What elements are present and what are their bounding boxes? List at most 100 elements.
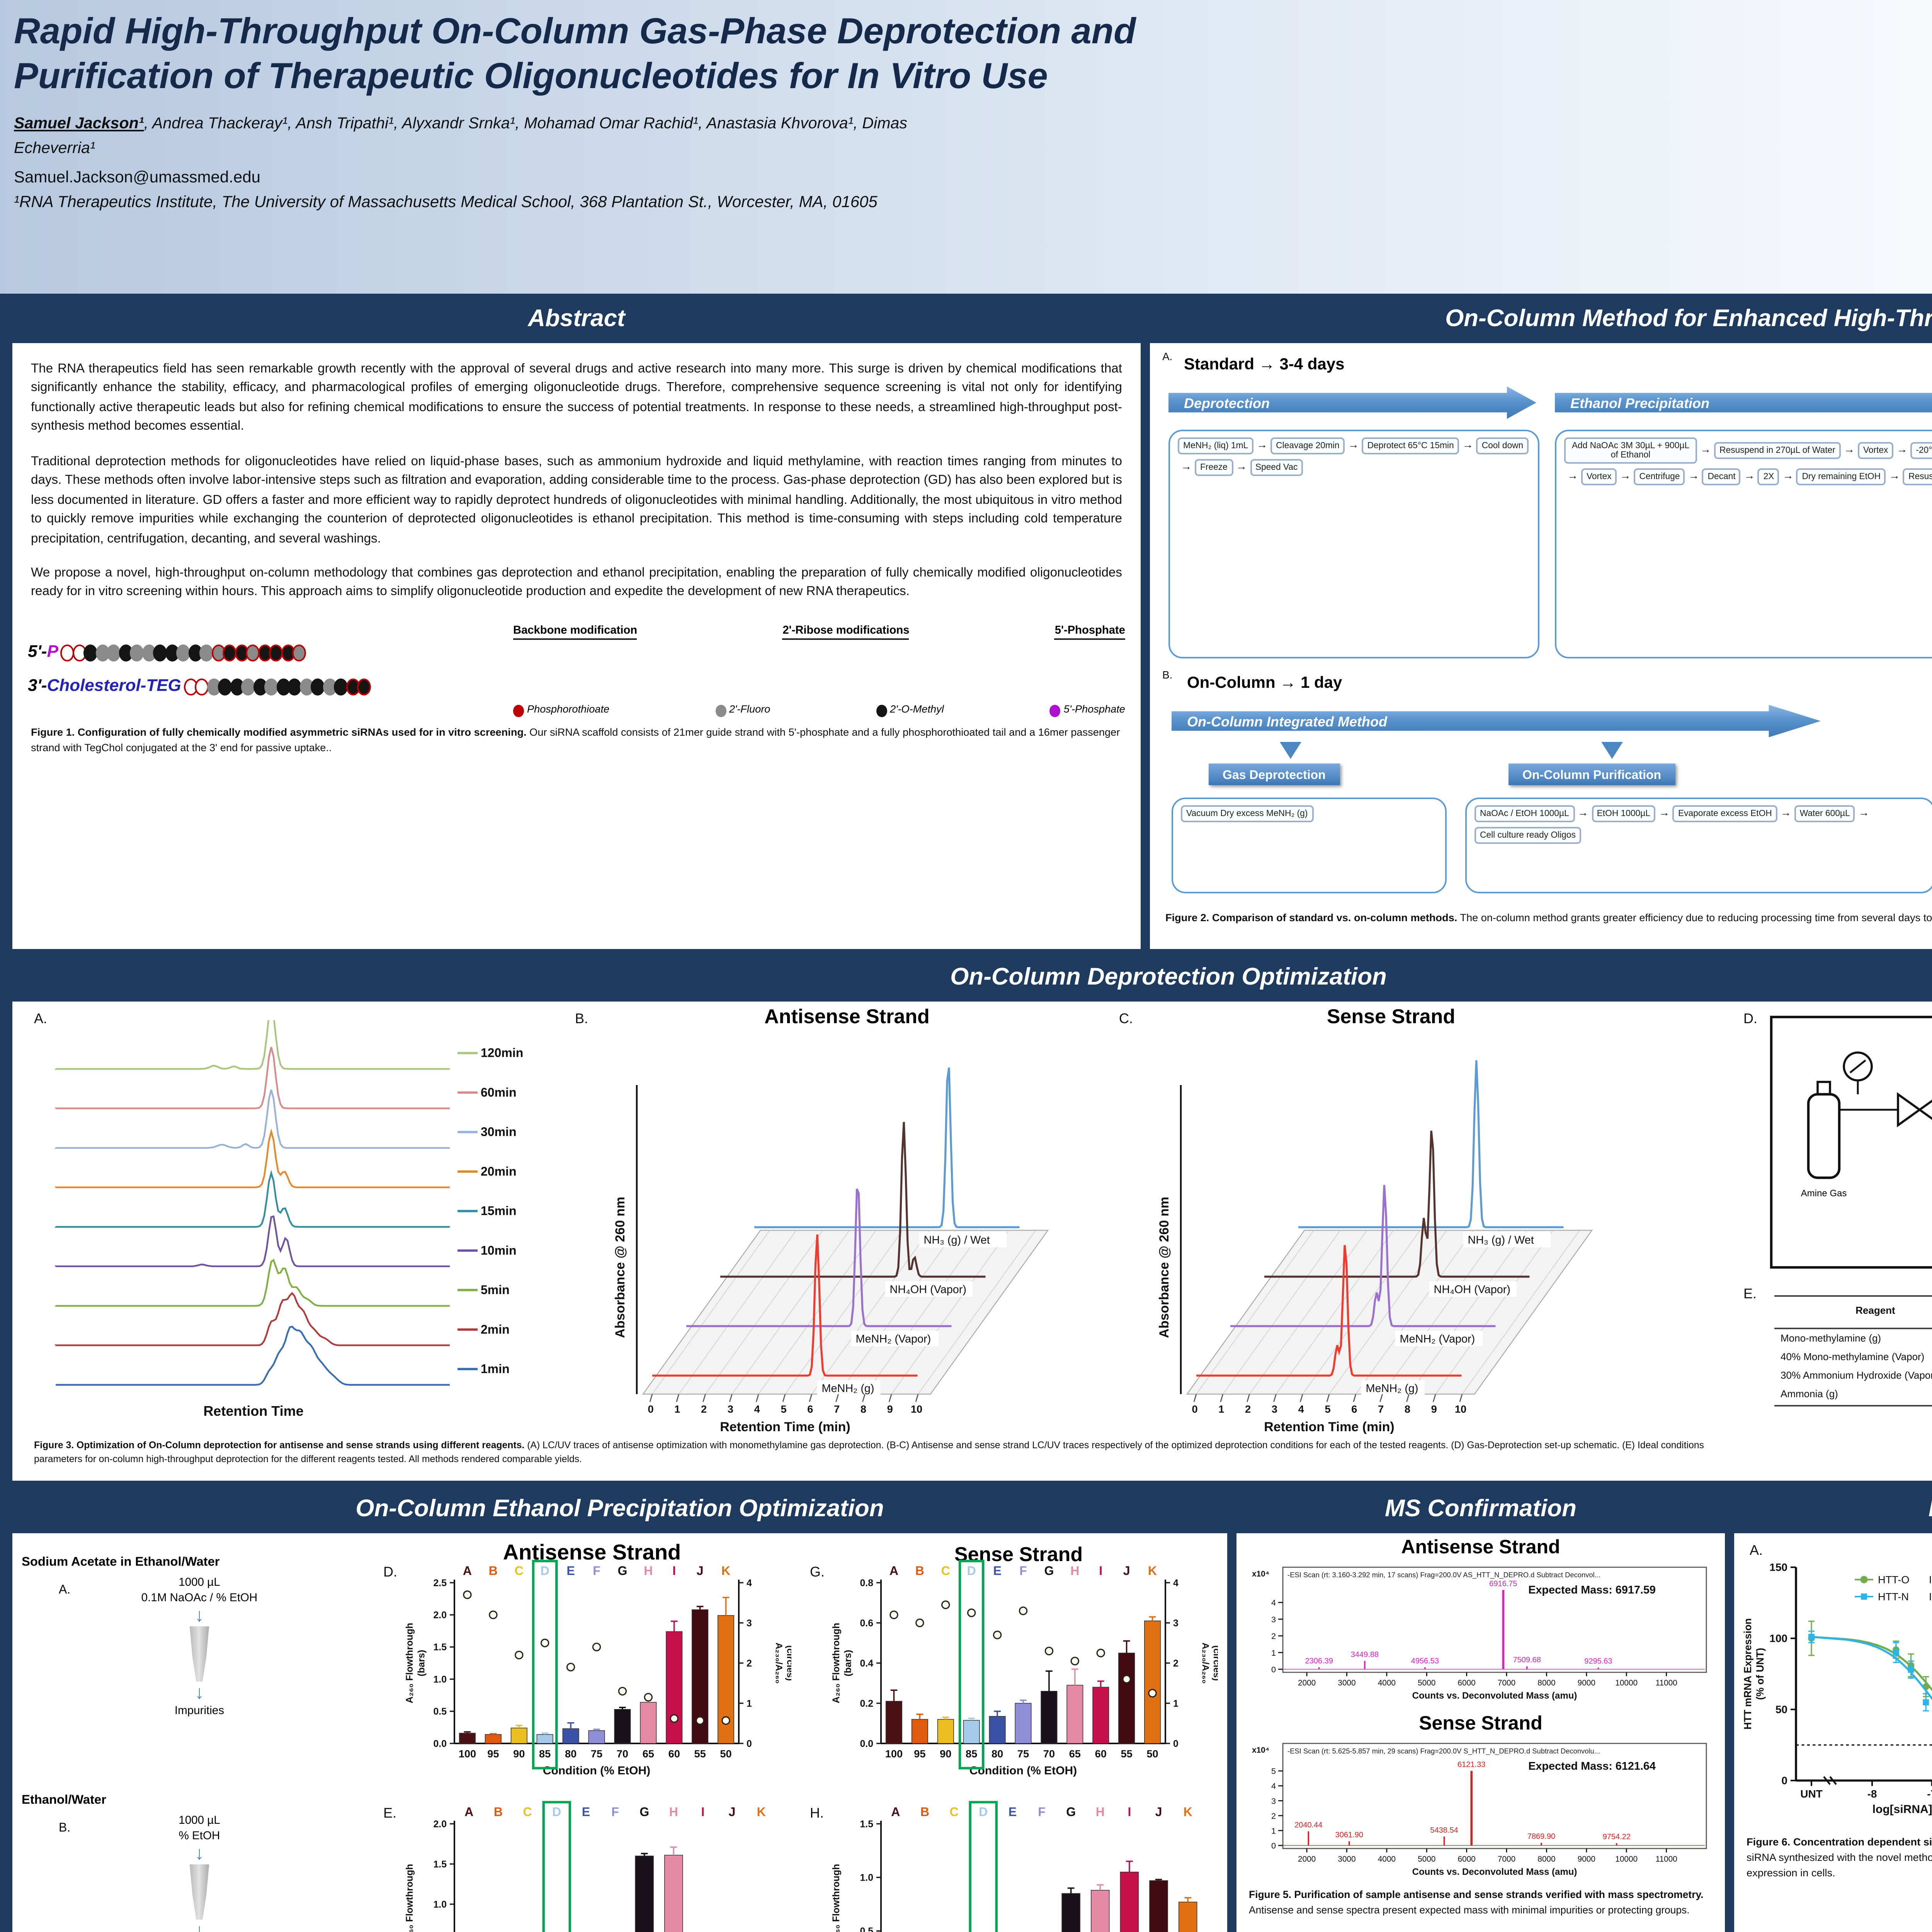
fig5-antisense-title: Antisense Strand (1401, 1536, 1560, 1558)
svg-text:K: K (757, 1805, 766, 1819)
gas-flow-box: Vacuum Dry excess MeNH₂ (g) (1172, 798, 1447, 893)
figure1-legend: Backbone modification 2'-Ribose modifica… (492, 622, 1125, 717)
svg-text:0.2: 0.2 (860, 1699, 873, 1709)
chart-sense-flowthrough-etoh: 0.00.51.01.5ABCDEFGHIJK10095908580757065… (828, 1799, 1218, 1932)
svg-text:K: K (1148, 1564, 1157, 1578)
svg-text:7509.68: 7509.68 (1513, 1656, 1541, 1664)
figure1-legend-headers: Backbone modification 2'-Ribose modifica… (513, 622, 1125, 640)
svg-text:2: 2 (701, 1403, 707, 1415)
svg-text:C: C (941, 1564, 950, 1578)
svg-text:3: 3 (1173, 1618, 1179, 1629)
figure1-caption-rest: Our siRNA scaffold consists of 21mer gui… (31, 728, 1120, 754)
svg-text:1.5: 1.5 (434, 1642, 447, 1653)
svg-text:-7: -7 (1927, 1788, 1932, 1800)
flow-arrow-icon: → (1462, 440, 1473, 451)
svg-text:Retention Time (min): Retention Time (min) (720, 1420, 850, 1434)
chart-deprotection-timecourse: 120min 60min 30min 20min 15min 10min 5min 2min 1… (43, 1005, 553, 1433)
svg-text:2000: 2000 (1298, 1679, 1316, 1687)
svg-text:A: A (463, 1564, 472, 1578)
legend-item-label: 2'-O-Methyl (890, 705, 944, 716)
process-salt-header: Sodium Acetate in Ethanol/Water (22, 1555, 220, 1569)
svg-text:Retention Time: Retention Time (203, 1403, 303, 1419)
svg-text:120min: 120min (481, 1046, 523, 1060)
svg-text:(circles): (circles) (1211, 1645, 1218, 1681)
ethanol-banner: Ethanol Precipitation (1555, 386, 1932, 419)
svg-text:2: 2 (1271, 1631, 1276, 1641)
chart-ms-sense: -ESI Scan (rt: 5.625-5.857 min, 29 scans… (1246, 1737, 1716, 1893)
svg-text:0.4: 0.4 (860, 1658, 874, 1669)
svg-text:A: A (891, 1805, 900, 1819)
affiliation: ¹RNA Therapeutics Institute, The Univers… (14, 193, 878, 212)
svg-text:IC50: 92.08 nM: IC50: 92.08 nM (1929, 1591, 1932, 1603)
svg-text:4000: 4000 (1378, 1679, 1396, 1687)
oncolumn-purification-text: On-Column Purification (1522, 767, 1662, 781)
svg-text:2min: 2min (481, 1322, 510, 1336)
process-salt-output: Impurities (174, 1704, 224, 1718)
figure5-caption-bold: Figure 5. Purification of sample antisen… (1249, 1890, 1704, 1901)
svg-text:100: 100 (459, 1748, 476, 1760)
figure3-caption-rest: (A) LC/UV traces of antisense optimizati… (34, 1440, 1704, 1465)
svg-text:15min: 15min (481, 1204, 516, 1218)
svg-text:5000: 5000 (1418, 1679, 1435, 1687)
svg-text:20min: 20min (481, 1164, 516, 1178)
process-block-salt: Sodium Acetate in Ethanol/Water A. 1000 … (22, 1555, 377, 1719)
legend-item-label: Phosphorothioate (527, 705, 610, 716)
svg-text:5000: 5000 (1418, 1855, 1435, 1864)
method-panel: A. Standard → 3-4 days Deprotection Etha… (1150, 343, 1932, 949)
figure2-caption-bold: Figure 2. Comparison of standard vs. on-… (1165, 913, 1458, 924)
svg-text:x10⁴: x10⁴ (1252, 1570, 1269, 1578)
flow-arrow-icon: → (1858, 808, 1869, 819)
legend-dot-icon (513, 704, 524, 717)
svg-text:7: 7 (834, 1403, 840, 1415)
svg-text:Expected Mass: 6917.59: Expected Mass: 6917.59 (1528, 1584, 1656, 1596)
legend-item: 2'-Fluoro (715, 704, 770, 717)
svg-text:3000: 3000 (1338, 1855, 1355, 1864)
integrated-banner-label: On-Column Integrated Method (1187, 713, 1387, 729)
svg-text:HTT-O: HTT-O (1878, 1574, 1910, 1586)
svg-text:A₂₆₀ Flowthrough: A₂₆₀ Flowthrough (831, 1623, 842, 1703)
svg-text:70: 70 (1043, 1748, 1055, 1760)
svg-text:B: B (920, 1805, 929, 1819)
svg-text:0.0: 0.0 (860, 1739, 873, 1749)
legend-col-ribose: 2'-Ribose modifications (782, 622, 910, 640)
flow-arrow-icon: → (1744, 471, 1755, 482)
svg-text:Counts vs. Deconvoluted Mass (: Counts vs. Deconvoluted Mass (amu) (1412, 1867, 1577, 1877)
nucleotide-dot (287, 678, 302, 696)
svg-text:0: 0 (747, 1739, 752, 1749)
svg-text:Condition (% EtOH): Condition (% EtOH) (969, 1764, 1077, 1777)
svg-text:9295.63: 9295.63 (1584, 1657, 1612, 1666)
strand5-phosphate-label: P (47, 643, 58, 662)
svg-text:10: 10 (1455, 1403, 1466, 1415)
svg-text:(bars): (bars) (416, 1650, 427, 1677)
svg-text:Expected Mass: 6121.64: Expected Mass: 6121.64 (1528, 1760, 1656, 1772)
flow-step: MeNH₂ (liq) 1mL (1178, 437, 1254, 454)
th-reagent: Reagent (1774, 1295, 1932, 1330)
flow-step: NaOAc / EtOH 1000µL (1475, 805, 1575, 822)
svg-text:0: 0 (1192, 1403, 1197, 1415)
flow-arrow-icon: → (1348, 440, 1359, 451)
down-arrow-icon: ↓ (195, 1843, 204, 1864)
svg-text:9: 9 (1431, 1403, 1437, 1415)
legend-item-label: 5'-Phosphate (1063, 705, 1125, 716)
deprotection-banner: Deprotection (1168, 386, 1536, 419)
abstract-p2: Traditional deprotection methods for oli… (31, 452, 1122, 545)
down-arrow-icon (1601, 742, 1623, 759)
fig2-oncolumn-title: On-Column → 1 day (1187, 674, 1342, 692)
svg-text:(bars): (bars) (843, 1650, 853, 1677)
svg-text:30min: 30min (481, 1125, 516, 1139)
figure3-caption-bold: Figure 3. Optimization of On-Column depr… (34, 1440, 525, 1451)
email: Samuel.Jackson@umassmed.edu (14, 168, 260, 187)
sirna-schematic: 5'- P 3'- Cholesterol-TEG (28, 636, 492, 704)
legend-item: Phosphorothioate (513, 704, 609, 717)
svg-text:50: 50 (1146, 1748, 1158, 1760)
svg-text:A₂₆₀ Flowthrough: A₂₆₀ Flowthrough (405, 1864, 415, 1932)
fig3-antisense-title: Antisense Strand (764, 1005, 930, 1028)
svg-text:0: 0 (1173, 1739, 1179, 1749)
chart-sense-flowthrough-salt: 0.0 0.2 0.4 0.6 0.8 0 1 2 3 4 A₂₃₀/A₂₆₀ (circles) A B… (828, 1558, 1222, 1794)
svg-text:2306.39: 2306.39 (1305, 1657, 1333, 1665)
flow-step: Cool down (1476, 437, 1529, 454)
reagent-table-body: Mono-methylamine (g) RT 1.0 N/A 22 40% M… (1774, 1329, 1932, 1406)
svg-text:4: 4 (1173, 1578, 1179, 1588)
